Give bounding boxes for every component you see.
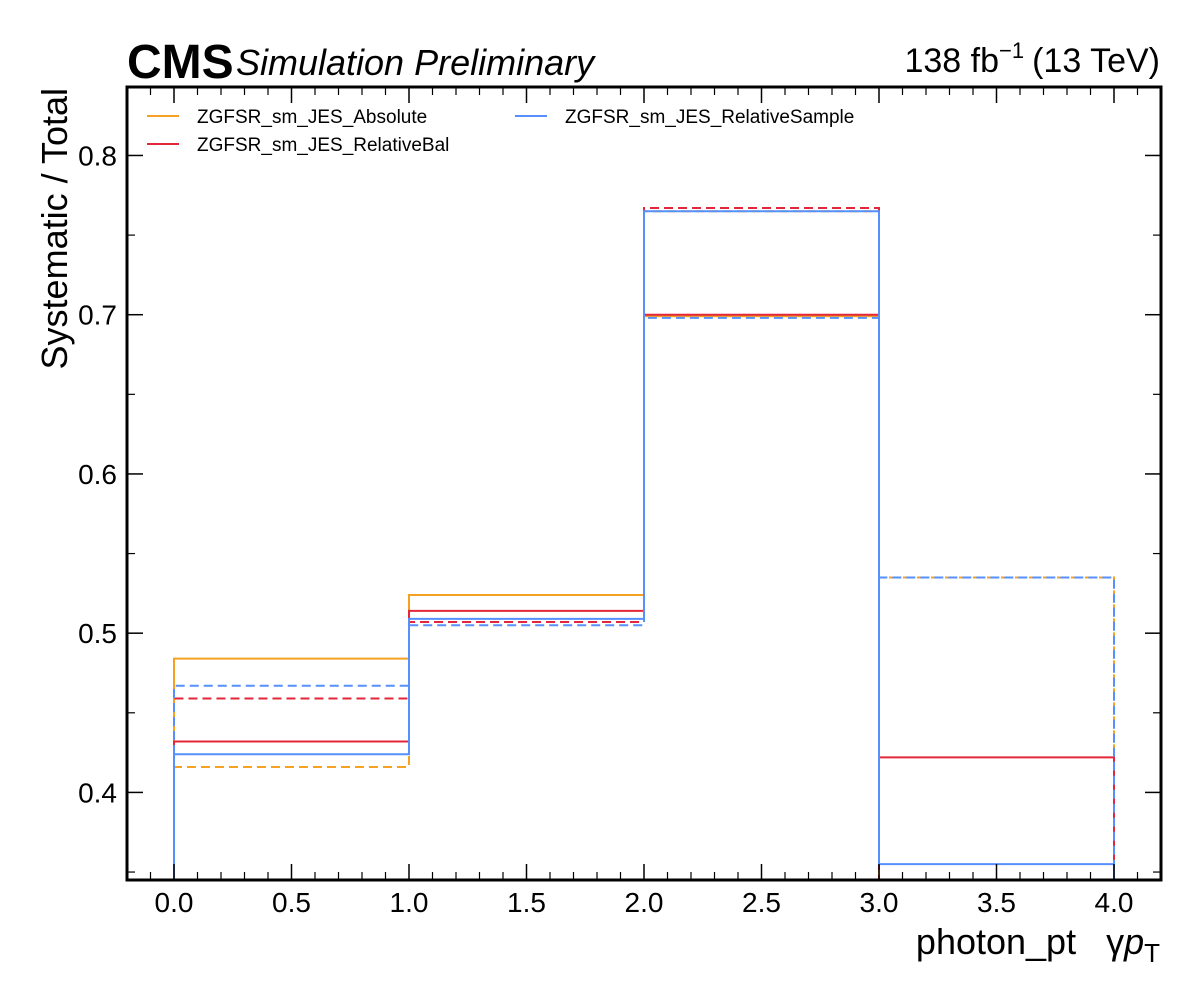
y-axis-label: Systematic / Total [34, 88, 75, 369]
x-tick-label: 2.5 [742, 887, 781, 918]
series-2-up-line [173, 210, 1115, 880]
series-2-down-line [173, 316, 1115, 880]
y-tick-label: 0.6 [78, 459, 117, 490]
legend: ZGFSR_sm_JES_Absolute ZGFSR_sm_JES_Relati… [147, 107, 854, 156]
x-tick-label: 0.5 [272, 887, 311, 918]
y-tick-label: 0.4 [78, 777, 117, 808]
status-label: Simulation Preliminary [236, 42, 596, 83]
lumi-label: 138 fb−1 (13 TeV) [904, 38, 1160, 80]
series-layer [173, 207, 1115, 881]
x-tick-label: 3.0 [860, 887, 899, 918]
y-tick-label: 0.5 [78, 618, 117, 649]
x-tick-label: 0.0 [155, 887, 194, 918]
x-tick-label: 4.0 [1095, 887, 1134, 918]
y-tick-label: 0.7 [78, 300, 117, 331]
x-tick-label: 1.5 [507, 887, 546, 918]
legend-label-0: ZGFSR_sm_JES_Absolute [197, 107, 427, 128]
x-axis-label: photon_pt γpT [916, 921, 1160, 968]
x-tick-label: 2.0 [625, 887, 664, 918]
x-tick-label: 3.5 [977, 887, 1016, 918]
ticks-layer: 0.0 0.5 1.0 1.5 2.0 2.5 3.0 3.5 4.0 0.4 0.5 0.6 0.7 0… [78, 87, 1162, 918]
x-tick-label: 1.0 [390, 887, 429, 918]
legend-label-2: ZGFSR_sm_JES_RelativeSample [565, 107, 854, 128]
y-tick-label: 0.8 [78, 140, 117, 171]
cms-label: CMS [127, 36, 234, 89]
legend-label-1: ZGFSR_sm_JES_RelativeBal [197, 135, 449, 156]
series-0-down-line [173, 210, 1115, 880]
